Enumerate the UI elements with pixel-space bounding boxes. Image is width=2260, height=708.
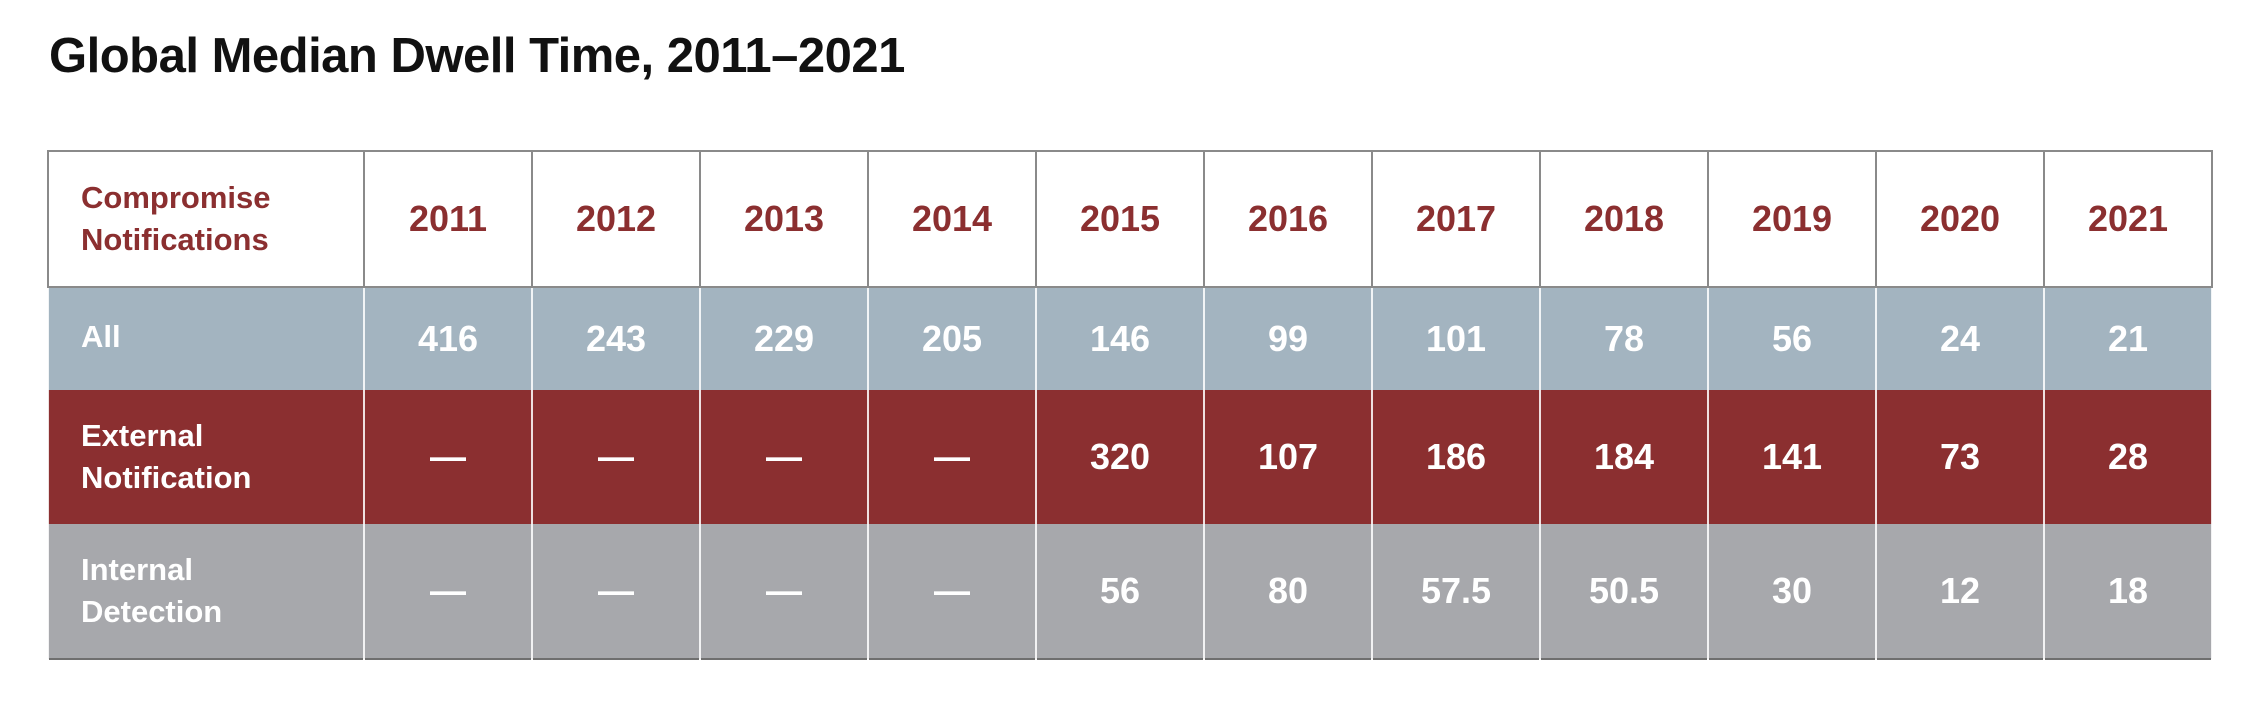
table-cell: 141 [1707,390,1877,524]
column-header-year: 2015 [1035,150,1205,288]
table-cell: 99 [1203,287,1373,390]
table-cell: 56 [1707,287,1877,390]
table-cell: 243 [531,287,701,390]
table-corner-label: Compromise Notifications [47,150,365,288]
table-cell: — [531,524,701,659]
column-header-year: 2020 [1875,150,2045,288]
table-row-external-notification: External Notification — — — — 320 107 18… [47,390,2213,524]
corner-label-line-1: Compromise [81,180,271,215]
column-header-year: 2013 [699,150,869,288]
row-label-line-1: Internal [81,552,193,587]
table-cell: 229 [699,287,869,390]
row-label-line-2: Notification [81,460,252,495]
table-cell: 101 [1371,287,1541,390]
table-cell: 57.5 [1371,524,1541,659]
table-cell: 107 [1203,390,1373,524]
table-header-row: Compromise Notifications 2011 2012 2013 … [47,150,2213,288]
table-cell: 78 [1539,287,1709,390]
table-cell: — [363,390,533,524]
table-cell: 18 [2043,524,2213,659]
dwell-time-table: Compromise Notifications 2011 2012 2013 … [47,150,2213,660]
table-cell: — [363,524,533,659]
table-cell: — [867,524,1037,659]
corner-label-line-2: Notifications [81,222,269,257]
table-cell: 21 [2043,287,2213,390]
column-header-year: 2017 [1371,150,1541,288]
row-label-line-2: Detection [81,594,223,629]
table-cell: 24 [1875,287,2045,390]
table-cell: 184 [1539,390,1709,524]
row-label: Internal Detection [47,524,365,659]
column-header-year: 2018 [1539,150,1709,288]
table-cell: 28 [2043,390,2213,524]
column-header-year: 2021 [2043,150,2213,288]
table-cell: 56 [1035,524,1205,659]
table-cell: — [531,390,701,524]
table-cell: 146 [1035,287,1205,390]
table-cell: 30 [1707,524,1877,659]
table-cell: 186 [1371,390,1541,524]
column-header-year: 2016 [1203,150,1373,288]
table-cell: — [699,390,869,524]
page-title: Global Median Dwell Time, 2011–2021 [49,29,905,83]
column-header-year: 2012 [531,150,701,288]
table-row-internal-detection: Internal Detection — — — — 56 80 57.5 50… [47,524,2213,659]
table-cell: 416 [363,287,533,390]
row-label-line-1: External [81,418,204,453]
table-cell: 73 [1875,390,2045,524]
row-label: All [47,287,365,390]
column-header-year: 2019 [1707,150,1877,288]
table-cell: 50.5 [1539,524,1709,659]
row-label-line-1: All [81,319,121,354]
table-cell: 12 [1875,524,2045,659]
table-cell: — [699,524,869,659]
table-row-all: All 416 243 229 205 146 99 101 78 56 24 … [47,287,2213,390]
table-cell: 205 [867,287,1037,390]
table-cell: 320 [1035,390,1205,524]
column-header-year: 2011 [363,150,533,288]
table-cell: 80 [1203,524,1373,659]
table-cell: — [867,390,1037,524]
column-header-year: 2014 [867,150,1037,288]
row-label: External Notification [47,390,365,524]
